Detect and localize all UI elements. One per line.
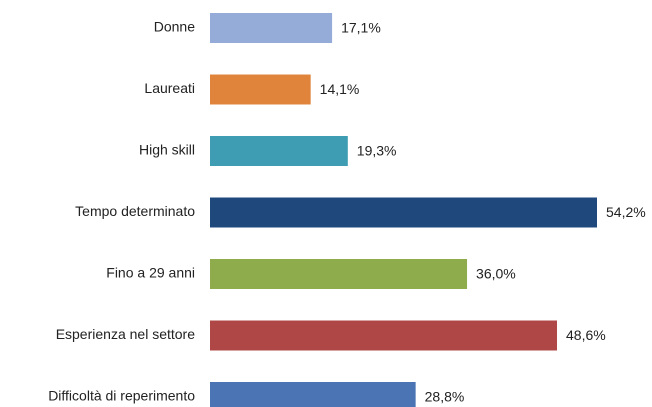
data-label: 36,0% xyxy=(476,266,516,282)
category-label: Donne xyxy=(154,19,195,35)
category-label: Esperienza nel settore xyxy=(56,326,196,342)
data-label: 17,1% xyxy=(341,20,381,36)
category-label: Difficoltà di reperimento xyxy=(48,388,195,404)
category-label: High skill xyxy=(139,142,195,158)
bar xyxy=(210,320,558,351)
category-label: Fino a 29 anni xyxy=(106,265,195,281)
data-label: 48,6% xyxy=(566,327,606,343)
bar xyxy=(210,197,597,228)
category-label: Laureati xyxy=(144,80,195,96)
bar xyxy=(210,382,416,407)
data-label: 19,3% xyxy=(357,143,397,159)
bar xyxy=(210,13,333,43)
data-label: 28,8% xyxy=(425,389,465,405)
bar xyxy=(210,74,311,105)
data-label: 54,2% xyxy=(606,204,646,220)
data-label: 14,1% xyxy=(320,81,360,97)
bar xyxy=(210,259,468,289)
category-label: Tempo determinato xyxy=(75,203,195,219)
bar xyxy=(210,136,348,166)
